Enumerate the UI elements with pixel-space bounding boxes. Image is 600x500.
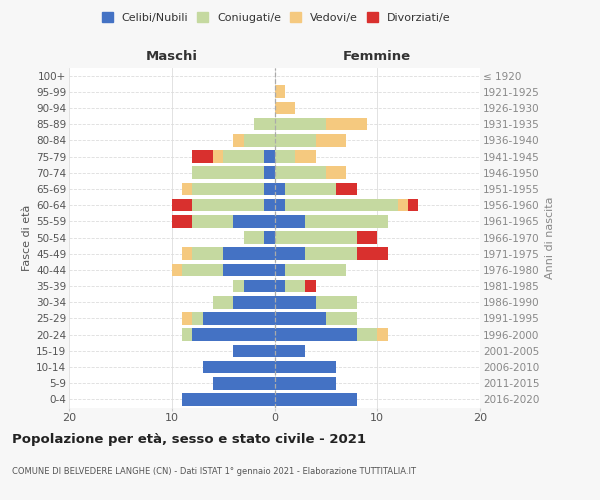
Text: COMUNE DI BELVEDERE LANGHE (CN) - Dati ISTAT 1° gennaio 2021 - Elaborazione TUTT: COMUNE DI BELVEDERE LANGHE (CN) - Dati I… bbox=[12, 468, 416, 476]
Bar bbox=[244, 280, 275, 292]
Text: Popolazione per età, sesso e stato civile - 2021: Popolazione per età, sesso e stato civil… bbox=[12, 432, 366, 446]
Bar bbox=[193, 166, 264, 179]
Bar bbox=[182, 328, 193, 341]
Bar bbox=[275, 102, 295, 114]
Bar bbox=[316, 134, 346, 146]
Bar bbox=[275, 150, 295, 163]
Bar bbox=[285, 182, 336, 195]
Bar bbox=[213, 296, 233, 308]
Bar bbox=[193, 199, 264, 211]
Bar bbox=[223, 150, 264, 163]
Bar bbox=[182, 393, 275, 406]
Bar bbox=[275, 86, 285, 98]
Bar bbox=[336, 182, 356, 195]
Y-axis label: Fasce di età: Fasce di età bbox=[22, 204, 32, 270]
Bar bbox=[244, 134, 275, 146]
Bar bbox=[264, 182, 275, 195]
Bar bbox=[305, 280, 316, 292]
Bar bbox=[285, 199, 398, 211]
Bar bbox=[275, 182, 285, 195]
Bar bbox=[295, 150, 316, 163]
Bar bbox=[398, 199, 408, 211]
Bar bbox=[264, 150, 275, 163]
Bar bbox=[264, 231, 275, 244]
Bar bbox=[275, 248, 305, 260]
Bar bbox=[182, 182, 193, 195]
Bar bbox=[182, 312, 193, 325]
Bar bbox=[275, 134, 316, 146]
Bar bbox=[193, 215, 233, 228]
Legend: Celibi/Nubili, Coniugati/e, Vedovi/e, Divorziati/e: Celibi/Nubili, Coniugati/e, Vedovi/e, Di… bbox=[97, 8, 455, 28]
Bar bbox=[193, 328, 275, 341]
Bar bbox=[172, 264, 182, 276]
Bar bbox=[233, 280, 244, 292]
Bar bbox=[264, 199, 275, 211]
Bar bbox=[172, 215, 193, 228]
Bar bbox=[213, 150, 223, 163]
Bar bbox=[275, 166, 326, 179]
Bar bbox=[316, 296, 357, 308]
Bar bbox=[203, 312, 275, 325]
Bar bbox=[356, 328, 377, 341]
Bar bbox=[254, 118, 275, 130]
Bar bbox=[326, 118, 367, 130]
Bar bbox=[275, 118, 326, 130]
Bar bbox=[275, 231, 356, 244]
Bar bbox=[275, 328, 356, 341]
Y-axis label: Anni di nascita: Anni di nascita bbox=[545, 196, 555, 279]
Bar bbox=[275, 280, 285, 292]
Bar bbox=[192, 312, 203, 325]
Bar bbox=[285, 280, 305, 292]
Bar bbox=[285, 264, 346, 276]
Text: Maschi: Maschi bbox=[146, 50, 198, 62]
Bar bbox=[356, 231, 377, 244]
Bar bbox=[275, 264, 285, 276]
Bar bbox=[182, 248, 193, 260]
Bar bbox=[193, 248, 223, 260]
Bar bbox=[244, 231, 264, 244]
Bar bbox=[275, 393, 356, 406]
Bar bbox=[203, 360, 275, 374]
Bar bbox=[182, 264, 223, 276]
Bar bbox=[275, 312, 326, 325]
Bar bbox=[377, 328, 388, 341]
Bar bbox=[172, 199, 193, 211]
Bar bbox=[223, 264, 275, 276]
Bar bbox=[326, 166, 346, 179]
Bar bbox=[408, 199, 418, 211]
Bar bbox=[233, 296, 275, 308]
Bar bbox=[275, 215, 305, 228]
Bar bbox=[233, 215, 275, 228]
Text: Femmine: Femmine bbox=[343, 50, 412, 62]
Bar bbox=[223, 248, 275, 260]
Bar bbox=[326, 312, 356, 325]
Bar bbox=[275, 360, 336, 374]
Bar bbox=[233, 134, 244, 146]
Bar bbox=[356, 248, 388, 260]
Bar bbox=[192, 150, 213, 163]
Bar bbox=[193, 182, 264, 195]
Bar bbox=[213, 377, 275, 390]
Bar bbox=[305, 215, 388, 228]
Bar bbox=[305, 248, 356, 260]
Bar bbox=[233, 344, 275, 357]
Bar bbox=[275, 377, 336, 390]
Bar bbox=[275, 199, 285, 211]
Bar bbox=[264, 166, 275, 179]
Bar bbox=[275, 344, 305, 357]
Bar bbox=[275, 296, 316, 308]
